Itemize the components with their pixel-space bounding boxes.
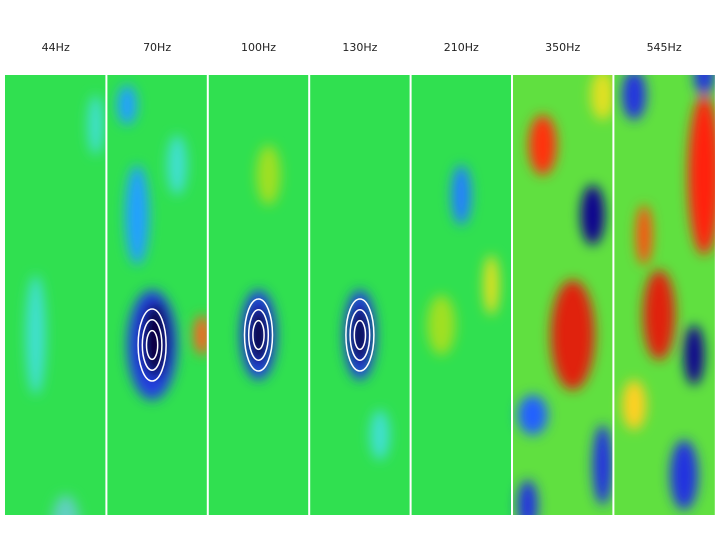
blob xyxy=(194,315,211,355)
panel-blobs xyxy=(25,95,104,515)
blob xyxy=(550,280,595,390)
panel-label: 100Hz xyxy=(241,41,276,54)
blob xyxy=(592,425,613,505)
blob xyxy=(451,165,472,225)
panel-blobs xyxy=(240,145,281,380)
blob xyxy=(580,185,605,245)
blob xyxy=(483,255,500,315)
panel-label: 130Hz xyxy=(342,41,377,54)
labels: 44Hz 70Hz 100Hz 130Hz 210Hz 350Hz 545Hz xyxy=(42,41,682,54)
blob xyxy=(87,95,104,155)
blob xyxy=(528,115,557,175)
contour xyxy=(141,319,163,371)
panels xyxy=(5,75,715,515)
panel-blobs xyxy=(427,165,500,355)
blob xyxy=(622,380,647,430)
panel-label: 350Hz xyxy=(545,41,580,54)
blob xyxy=(670,440,699,510)
blob xyxy=(350,305,369,365)
blob xyxy=(117,85,138,125)
blob xyxy=(248,305,269,365)
blob xyxy=(427,295,456,355)
contour xyxy=(145,329,159,361)
contour xyxy=(252,319,265,351)
blob xyxy=(25,275,46,395)
panel-label: 545Hz xyxy=(647,41,682,54)
contour xyxy=(243,298,274,372)
blob xyxy=(517,480,538,515)
panel-blobs xyxy=(343,290,390,460)
blob xyxy=(52,495,79,515)
blob xyxy=(688,95,715,255)
blob xyxy=(167,135,188,195)
blob xyxy=(684,325,705,385)
blob xyxy=(694,75,715,95)
blob xyxy=(125,165,150,265)
contour xyxy=(345,298,375,372)
blob xyxy=(256,145,281,205)
blob xyxy=(622,75,647,120)
panel-label: 44Hz xyxy=(42,41,70,54)
blob xyxy=(369,410,390,460)
blob xyxy=(590,75,615,120)
blob xyxy=(517,395,548,435)
contour xyxy=(247,309,270,361)
panel-background xyxy=(5,75,107,515)
blob xyxy=(643,270,676,360)
panel-blobs xyxy=(622,75,715,510)
blob xyxy=(636,205,653,265)
panel-blobs xyxy=(517,75,615,515)
contour xyxy=(349,309,371,361)
contour xyxy=(137,308,167,382)
panel-label: 210Hz xyxy=(444,41,479,54)
contour xyxy=(353,319,367,351)
panel-label: 70Hz xyxy=(143,41,171,54)
